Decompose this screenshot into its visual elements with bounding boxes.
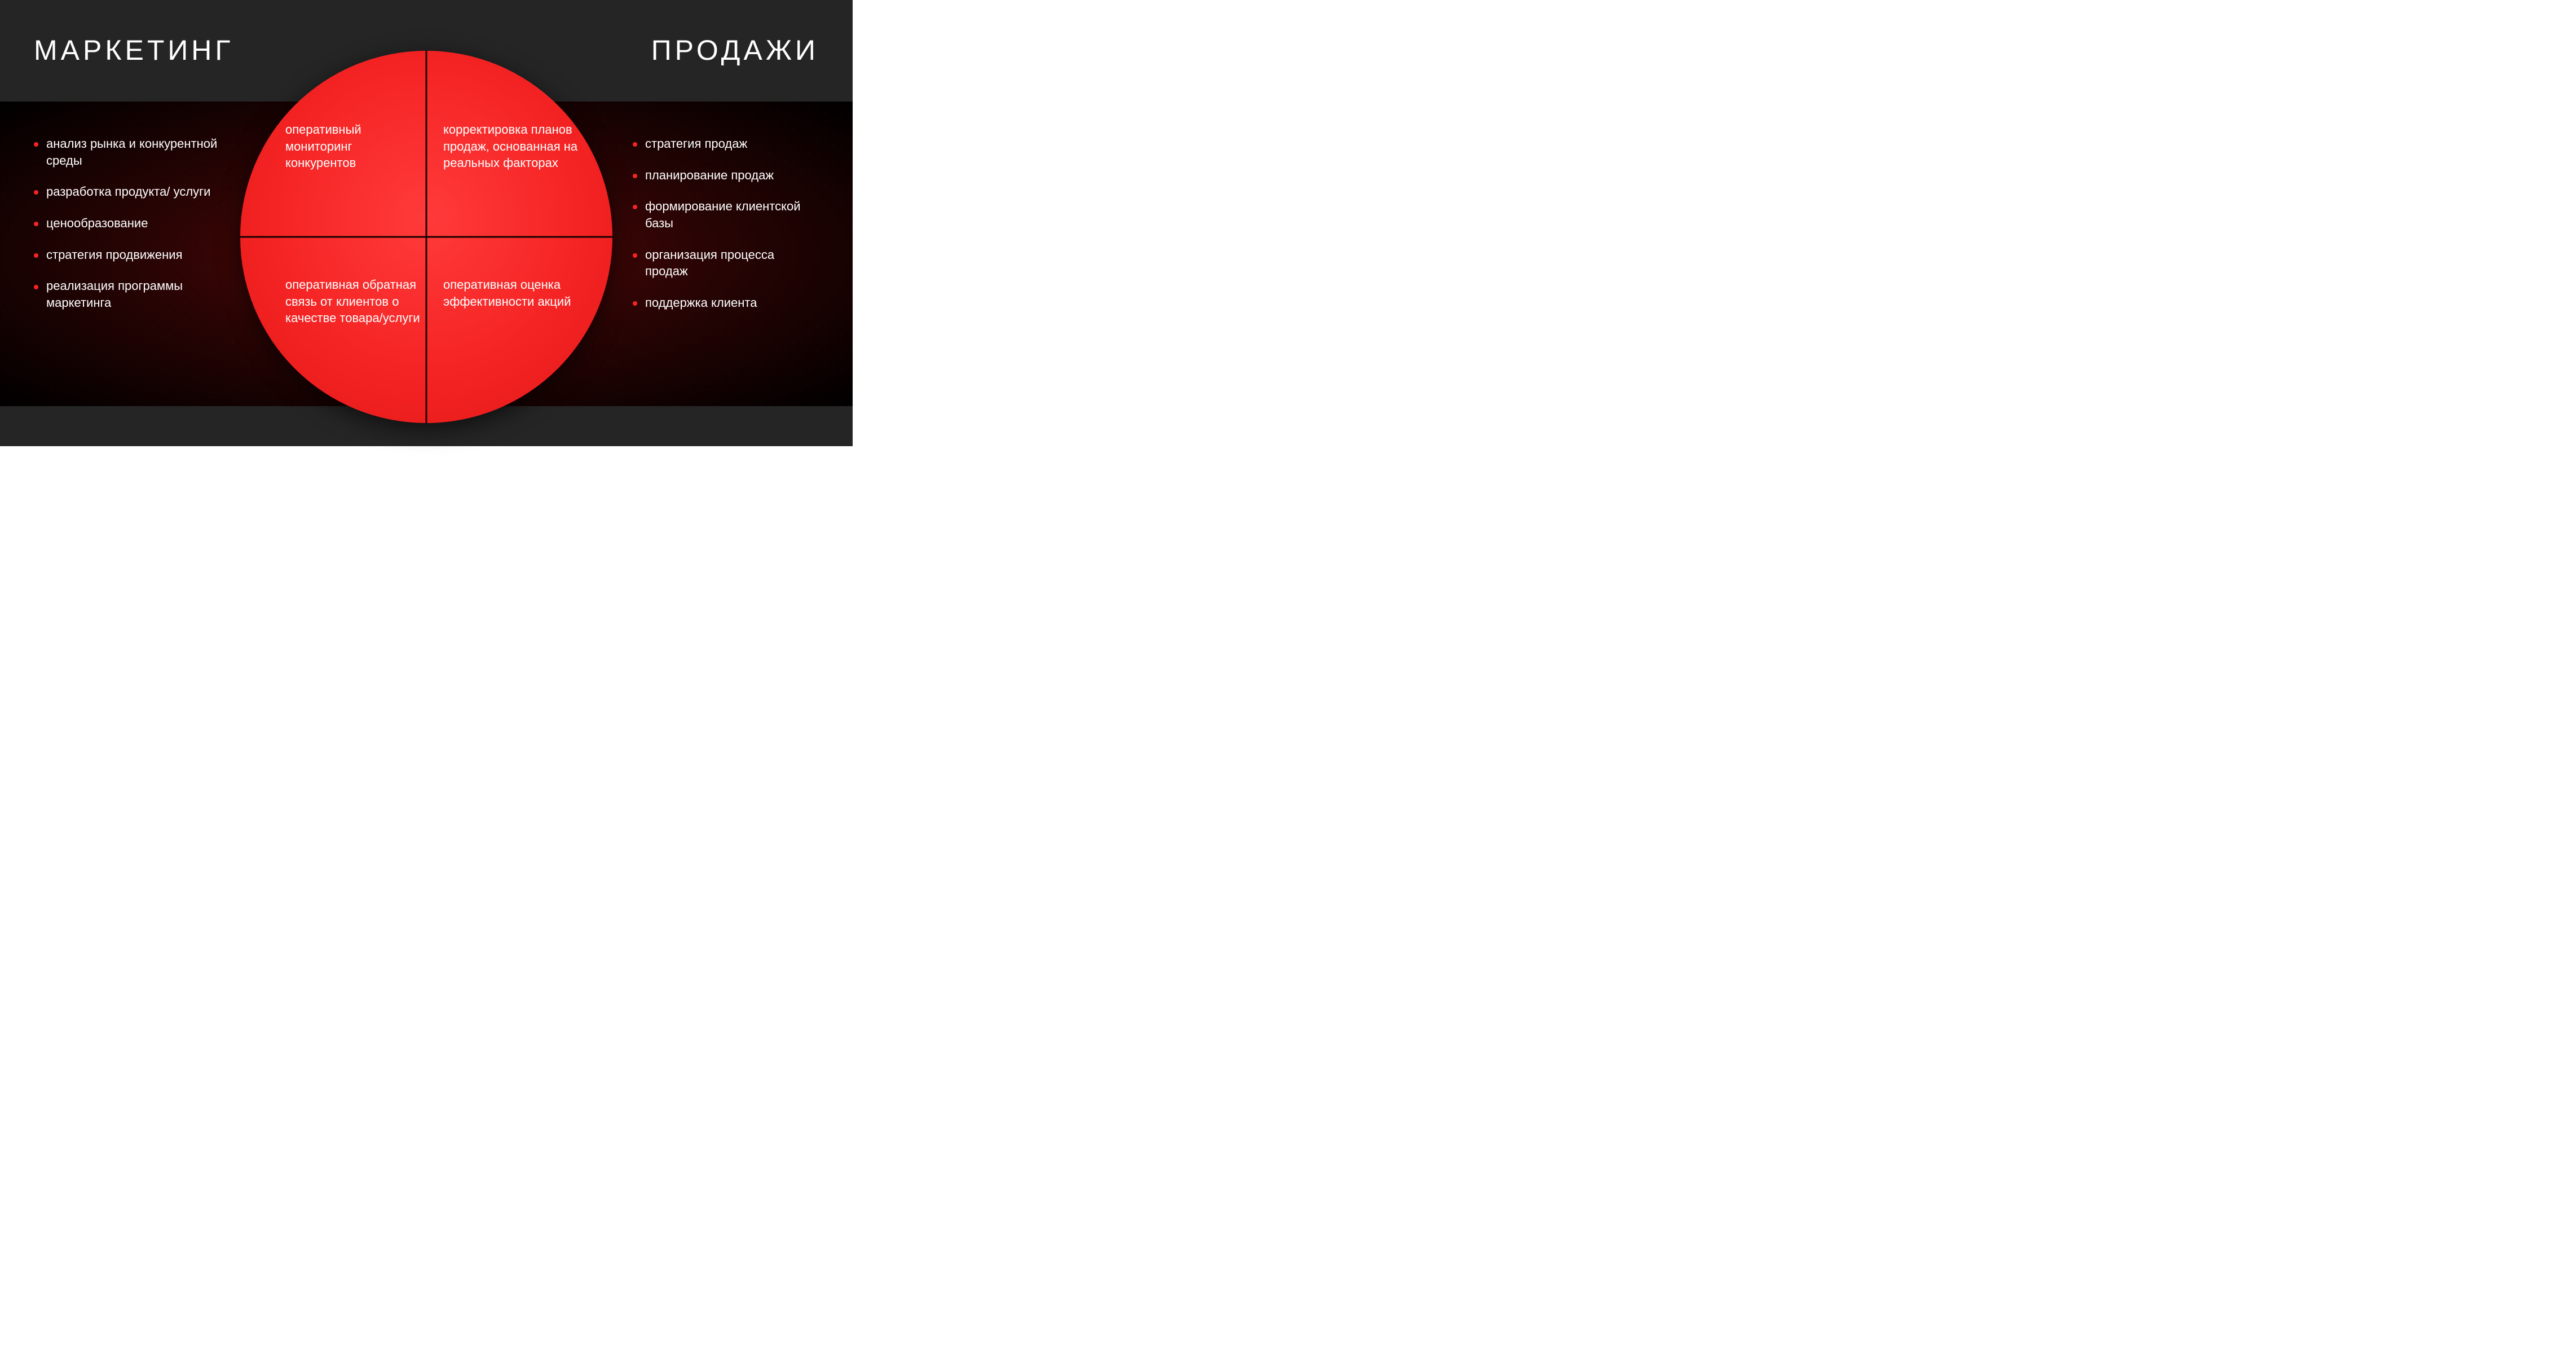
list-item: планирование продаж bbox=[633, 167, 819, 184]
quadrant-bottom-right: оперативная оценка эффективности акций bbox=[443, 276, 579, 310]
sales-list: стратегия продаж планирование продаж фор… bbox=[633, 135, 819, 326]
list-item: анализ рынка и конкурентной среды bbox=[34, 135, 220, 169]
circle-horizontal-divider bbox=[240, 236, 612, 238]
list-item: поддержка клиента bbox=[633, 294, 819, 311]
list-item: стратегия продвижения bbox=[34, 246, 220, 263]
list-item: формирование клиентской базы bbox=[633, 198, 819, 231]
marketing-list: анализ рынка и конкурентной среды разраб… bbox=[34, 135, 220, 326]
title-sales: ПРОДАЖИ bbox=[651, 34, 819, 67]
quadrant-bottom-left: оперативная обратная связь от клиентов о… bbox=[285, 276, 421, 327]
list-item: организация процесса продаж bbox=[633, 246, 819, 280]
quadrant-top-left: оперативный мониторинг конкурентов bbox=[285, 121, 421, 171]
center-circle: оперативный мониторинг конкурентов корре… bbox=[240, 51, 612, 423]
list-item: стратегия продаж bbox=[633, 135, 819, 152]
list-item: разработка продукта/ услуги bbox=[34, 183, 220, 200]
list-item: реализация программы маркетинга bbox=[34, 278, 220, 311]
quadrant-top-right: корректировка планов продаж, основанная … bbox=[443, 121, 579, 171]
list-item: ценообразование bbox=[34, 215, 220, 232]
title-marketing: МАРКЕТИНГ bbox=[34, 34, 234, 67]
infographic-canvas: МАРКЕТИНГ ПРОДАЖИ анализ рынка и конкуре… bbox=[0, 0, 853, 446]
